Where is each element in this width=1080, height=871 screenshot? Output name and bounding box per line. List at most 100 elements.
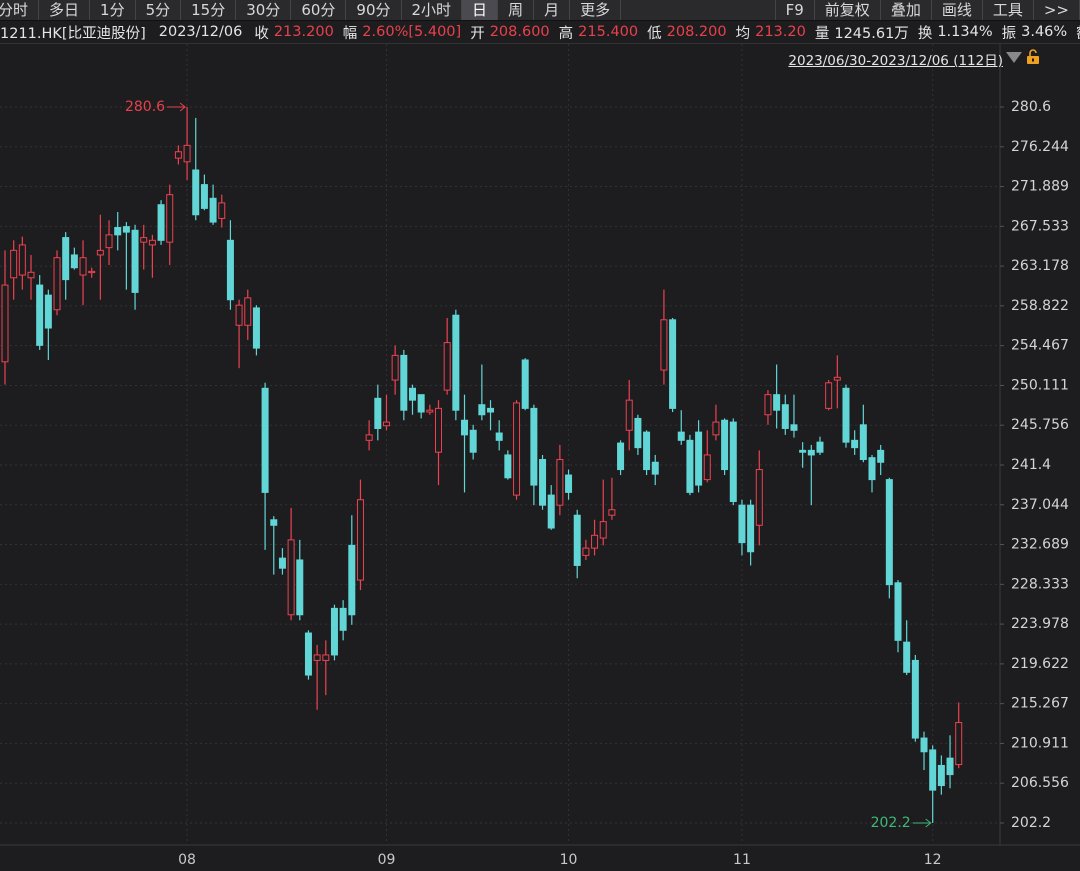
y-tick-label: 232.689 — [1011, 537, 1069, 553]
field-value: 2.60%[5.400] — [362, 24, 462, 40]
candle-body — [417, 394, 425, 413]
candle-body — [192, 169, 200, 216]
candle-body — [278, 557, 286, 569]
candle-body — [140, 237, 148, 243]
toolbar-button[interactable]: 日 — [462, 0, 499, 20]
symbol: 1211.HK[比亚迪股份] — [0, 25, 146, 42]
candle-body — [374, 397, 382, 429]
candle-body — [660, 319, 668, 371]
candle-body — [70, 254, 78, 269]
y-tick-label: 228.333 — [1011, 576, 1069, 592]
candle-body — [651, 461, 659, 475]
candle-body — [920, 737, 928, 753]
candle-body — [356, 499, 364, 581]
field-label: 均 — [735, 25, 751, 42]
candle-body — [669, 319, 677, 409]
field-label: 幅 — [342, 25, 358, 42]
candle-body — [625, 399, 633, 431]
candle-body — [617, 442, 625, 471]
y-tick-label: 276.244 — [1011, 139, 1069, 155]
candle-body — [157, 204, 165, 241]
toolbar: 分时 多日 1分 5分 15分 30分 60分 90分 2小时日周月更多 F9 前复权 叠加 画线 工具 >… — [0, 0, 1080, 21]
y-tick-label: 206.556 — [1011, 775, 1069, 791]
candle-body — [504, 454, 512, 479]
toolbar-button[interactable]: 多日 — [39, 0, 91, 20]
candle-body — [608, 509, 616, 516]
field-value: 213.200 — [273, 24, 334, 40]
field-value: 208.200 — [666, 24, 727, 40]
toolbar-spacer — [621, 0, 776, 20]
candle-body — [166, 194, 174, 243]
candle-body — [62, 237, 70, 281]
candle-body — [851, 439, 859, 449]
candle-body — [885, 479, 893, 586]
candle-body — [825, 382, 833, 409]
range-dropdown[interactable] — [1006, 52, 1022, 63]
candle-body — [695, 431, 703, 486]
toolbar-button[interactable]: 月 — [534, 0, 571, 20]
candle-body — [261, 387, 269, 493]
field-value: 208.600 — [489, 24, 550, 40]
toolbar-button[interactable]: 5分 — [136, 0, 182, 20]
candle-body — [903, 641, 911, 673]
candle-body — [738, 504, 746, 544]
candle-body — [781, 404, 789, 429]
candle-body — [530, 407, 538, 486]
toolbar-button[interactable]: F9 — [776, 0, 815, 20]
toolbar-button[interactable]: 前复权 — [815, 0, 881, 20]
candle-body — [174, 151, 182, 159]
toolbar-button[interactable]: 工具 — [983, 0, 1034, 20]
y-tick-label: 210.911 — [1011, 735, 1069, 751]
y-tick-label: 280.6 — [1011, 99, 1051, 115]
toolbar-button[interactable]: 画线 — [932, 0, 983, 20]
candle-body — [469, 429, 477, 453]
field-label: 额 — [1076, 22, 1080, 43]
toolbar-button[interactable]: 周 — [498, 0, 535, 20]
y-tick-label: 258.822 — [1011, 298, 1069, 314]
y-tick-label: 237.044 — [1011, 497, 1069, 513]
toolbar-button[interactable]: 90分 — [346, 0, 402, 20]
toolbar-button[interactable]: 2小时 — [402, 0, 463, 20]
candle-body — [348, 544, 356, 616]
toolbar-button[interactable]: 15分 — [181, 0, 237, 20]
candle-body — [747, 504, 755, 553]
candle-body — [859, 424, 867, 461]
candle-body — [764, 394, 772, 416]
candle-body — [911, 659, 919, 739]
candle-body — [408, 387, 416, 401]
toolbar-button[interactable]: 更多 — [570, 0, 622, 20]
candle-body — [105, 234, 113, 249]
toolbar-button[interactable]: 1分 — [90, 0, 136, 20]
y-tick-label: 254.467 — [1011, 338, 1069, 354]
candle-body — [426, 409, 434, 413]
y-tick-label: 223.978 — [1011, 616, 1069, 632]
candle-body — [148, 239, 156, 246]
toolbar-button[interactable]: 叠加 — [881, 0, 932, 20]
candle-body — [365, 434, 373, 441]
annotation-arrowhead — [925, 818, 932, 828]
candle-body — [209, 197, 217, 223]
candle-body — [461, 419, 469, 436]
date-range[interactable]: 2023/06/30-2023/12/06 (112日) — [788, 53, 1003, 69]
candle-body — [244, 297, 252, 326]
candle-body — [1, 284, 9, 363]
field-label: 收 — [254, 25, 269, 42]
field-value: 1245.61万 — [834, 25, 909, 42]
y-tick-label: 263.178 — [1011, 258, 1069, 274]
toolbar-button[interactable]: 分时 — [0, 0, 40, 20]
toolbar-right: F9 前复权 叠加 画线 工具 >> — [776, 0, 1080, 20]
candle-body — [391, 354, 399, 381]
candle-body — [304, 632, 312, 676]
candle-body — [955, 722, 963, 766]
candle-body — [773, 394, 781, 411]
toolbar-button[interactable]: 60分 — [291, 0, 347, 20]
lock-icon[interactable] — [1026, 49, 1040, 65]
y-tick-label: 219.622 — [1011, 656, 1069, 672]
x-tick-label: 10 — [560, 852, 578, 868]
toolbar-button[interactable]: 30分 — [236, 0, 292, 20]
candle-body — [686, 439, 694, 493]
toolbar-button[interactable]: >> — [1034, 0, 1080, 20]
candle-body — [252, 307, 260, 349]
